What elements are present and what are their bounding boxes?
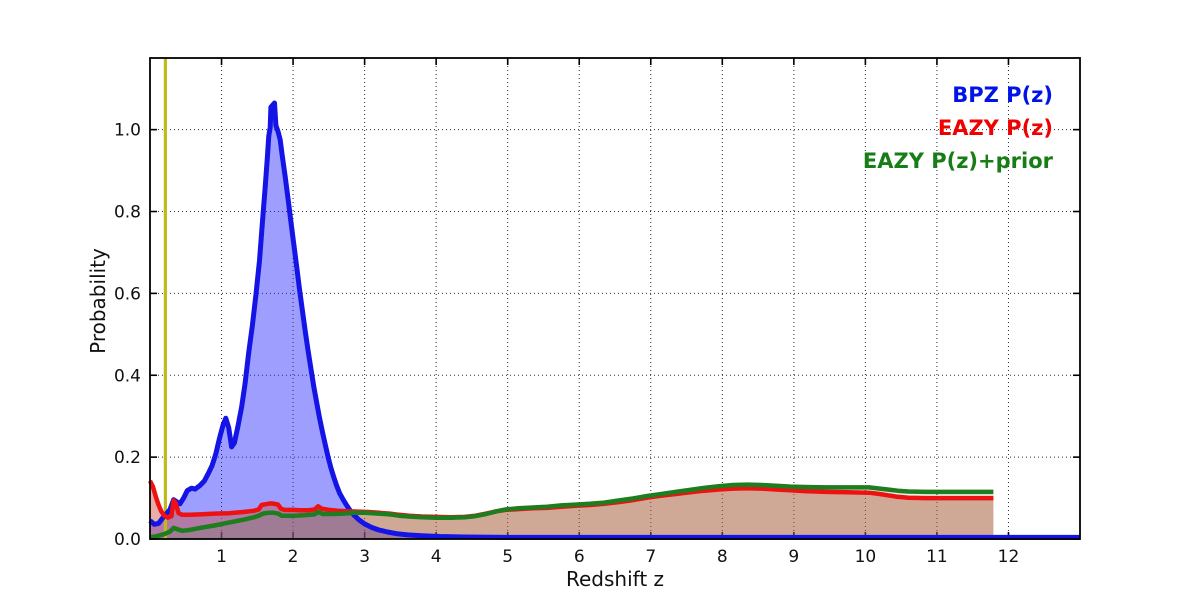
x-tick-label: 2 bbox=[288, 547, 299, 567]
eazy-prior-line bbox=[149, 482, 994, 540]
y-tick-label: 0.6 bbox=[114, 284, 141, 304]
y-tick-label: 0.0 bbox=[114, 530, 141, 550]
x-tick-label: 4 bbox=[431, 547, 442, 567]
x-axis-label: Redshift z bbox=[565, 567, 665, 591]
x-tick-label: 7 bbox=[645, 547, 656, 567]
x-tick-label: 9 bbox=[788, 547, 799, 567]
x-tick-label: 11 bbox=[926, 547, 948, 567]
legend-item-eazy: EAZY P(z) bbox=[937, 116, 1053, 140]
legend: BPZ P(z) EAZY P(z) EAZY P(z)+prior bbox=[863, 79, 1053, 178]
legend-item-eazy-prior: EAZY P(z)+prior bbox=[862, 149, 1053, 173]
x-tick-label: 5 bbox=[502, 547, 513, 567]
eazy-area-fill bbox=[150, 480, 994, 539]
bpz-area-fill bbox=[150, 103, 1080, 539]
eazy-prior-area-fill bbox=[150, 484, 994, 539]
x-tick-label: 12 bbox=[998, 547, 1020, 567]
y-tick-label: 0.8 bbox=[114, 203, 141, 223]
axes-border bbox=[149, 57, 1081, 540]
legend-item-bpz: BPZ P(z) bbox=[952, 83, 1053, 107]
y-axis-label: Probability bbox=[86, 248, 110, 354]
x-tick-label: 3 bbox=[359, 547, 370, 567]
y-tick-label: 0.2 bbox=[114, 448, 141, 468]
x-tick-label: 8 bbox=[717, 547, 728, 567]
x-tick-label: 6 bbox=[574, 547, 585, 567]
y-tick-label: 1.0 bbox=[114, 121, 141, 141]
y-tick-label: 0.4 bbox=[114, 366, 141, 386]
x-tick-label: 10 bbox=[855, 547, 877, 567]
x-tick-label: 1 bbox=[216, 547, 227, 567]
